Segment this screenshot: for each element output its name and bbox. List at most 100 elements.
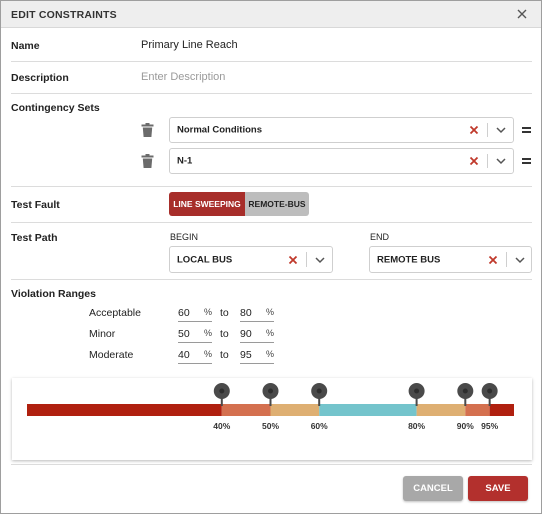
name-input[interactable]: Primary Line Reach <box>141 39 238 51</box>
acceptable-from-input[interactable]: 60 % <box>178 306 212 322</box>
range-segment-moderate <box>465 404 490 416</box>
range-handle[interactable] <box>457 383 474 406</box>
chevron-down-icon[interactable] <box>495 155 507 167</box>
combo-separator <box>487 123 488 137</box>
save-button[interactable]: SAVE <box>468 476 528 501</box>
end-label: END <box>370 232 390 242</box>
remote-bus-toggle[interactable]: REMOTE-BUS <box>245 192 309 216</box>
range-segment-minor <box>416 404 466 416</box>
range-handle-dot <box>462 388 468 394</box>
dialog-title: EDIT CONSTRAINTS <box>11 9 117 21</box>
acceptable-to-input[interactable]: 80 % <box>240 306 274 322</box>
range-handle[interactable] <box>213 383 230 406</box>
range-handle[interactable] <box>262 383 279 406</box>
begin-label: BEGIN <box>170 232 199 242</box>
drag-handle-icon[interactable] <box>522 158 531 164</box>
percent-unit: % <box>265 328 274 338</box>
clear-x-icon[interactable] <box>287 254 299 266</box>
percent-unit: % <box>265 307 274 317</box>
test-path-label: Test Path <box>11 232 58 244</box>
divider <box>11 222 532 223</box>
cancel-button[interactable]: CANCEL <box>403 476 463 501</box>
chevron-down-icon[interactable] <box>314 254 326 266</box>
contingency-set-value: N-1 <box>177 155 193 167</box>
range-handle-label: 40% <box>213 421 230 431</box>
clear-x-icon[interactable] <box>468 155 480 167</box>
contingency-set-select-2[interactable]: N-1 <box>169 148 514 174</box>
range-handle-dot <box>268 388 273 394</box>
range-handle-stem <box>415 394 418 406</box>
range-handle-label: 90% <box>457 421 474 431</box>
moderate-to-input[interactable]: 95 % <box>240 348 274 364</box>
range-segment-severe <box>27 404 222 416</box>
end-bus-select[interactable]: REMOTE BUS <box>369 246 532 273</box>
violation-ranges-label: Violation Ranges <box>11 288 96 300</box>
combo-separator <box>487 154 488 168</box>
chevron-down-icon[interactable] <box>514 254 526 266</box>
contingency-sets-label: Contingency Sets <box>11 102 100 114</box>
trash-icon[interactable] <box>141 123 154 137</box>
percent-unit: % <box>265 349 274 359</box>
range-handle-label: 95% <box>481 421 498 431</box>
chevron-down-icon[interactable] <box>495 124 507 136</box>
begin-bus-select[interactable]: LOCAL BUS <box>169 246 333 273</box>
range-handle-dot <box>219 388 225 394</box>
range-segment-severe <box>489 404 514 416</box>
test-fault-label: Test Fault <box>11 199 60 211</box>
percent-unit: % <box>203 349 212 359</box>
range-handle[interactable] <box>408 383 425 406</box>
clear-x-icon[interactable] <box>487 254 499 266</box>
range-segment-moderate <box>221 404 271 416</box>
dialog-titlebar: EDIT CONSTRAINTS <box>1 1 541 28</box>
range-handle-stem <box>488 394 491 406</box>
divider <box>11 279 532 280</box>
range-handle[interactable] <box>311 383 328 406</box>
range-value: 90 <box>240 328 252 340</box>
range-handle-label: 60% <box>311 421 328 431</box>
to-label: to <box>220 349 229 361</box>
percent-unit: % <box>203 328 212 338</box>
drag-handle-icon[interactable] <box>522 127 531 133</box>
range-slider-graphic: 40% 50% 60% 80% 90% 95% <box>27 383 514 431</box>
description-input[interactable]: Enter Description <box>141 71 226 83</box>
range-segment-acceptable <box>319 404 417 416</box>
divider <box>11 93 532 94</box>
minor-from-input[interactable]: 50 % <box>178 327 212 343</box>
range-handle-stem <box>464 394 467 406</box>
range-value: 50 <box>178 328 190 340</box>
range-handle-stem <box>318 394 321 406</box>
close-icon[interactable] <box>513 5 531 23</box>
end-bus-value: REMOTE BUS <box>377 254 441 265</box>
minor-to-input[interactable]: 90 % <box>240 327 274 343</box>
begin-bus-value: LOCAL BUS <box>177 254 233 265</box>
range-handle-dot <box>414 388 420 394</box>
clear-x-icon[interactable] <box>468 124 480 136</box>
violation-range-slider: 40% 50% 60% 80% 90% 95% <box>12 378 532 460</box>
range-value: 60 <box>178 307 190 319</box>
range-handle-label: 50% <box>262 421 279 431</box>
combo-separator <box>506 252 507 267</box>
moderate-from-input[interactable]: 40 % <box>178 348 212 364</box>
acceptable-label: Acceptable <box>89 307 141 319</box>
trash-icon[interactable] <box>141 154 154 168</box>
line-sweeping-toggle[interactable]: LINE SWEEPING <box>169 192 245 216</box>
contingency-set-select-1[interactable]: Normal Conditions <box>169 117 514 143</box>
moderate-label: Moderate <box>89 349 134 361</box>
range-handle-stem <box>220 394 223 406</box>
contingency-set-value: Normal Conditions <box>177 124 262 136</box>
range-handle-label: 80% <box>408 421 425 431</box>
range-value: 40 <box>178 349 190 361</box>
range-handle-stem <box>269 394 272 406</box>
combo-separator <box>306 252 307 267</box>
range-handle-dot <box>487 388 493 394</box>
divider <box>11 61 532 62</box>
minor-label: Minor <box>89 328 116 340</box>
range-handle[interactable] <box>481 383 498 406</box>
description-label: Description <box>11 72 69 84</box>
to-label: to <box>220 307 229 319</box>
range-handle-dot <box>316 388 322 394</box>
percent-unit: % <box>203 307 212 317</box>
divider <box>11 464 532 465</box>
to-label: to <box>220 328 229 340</box>
